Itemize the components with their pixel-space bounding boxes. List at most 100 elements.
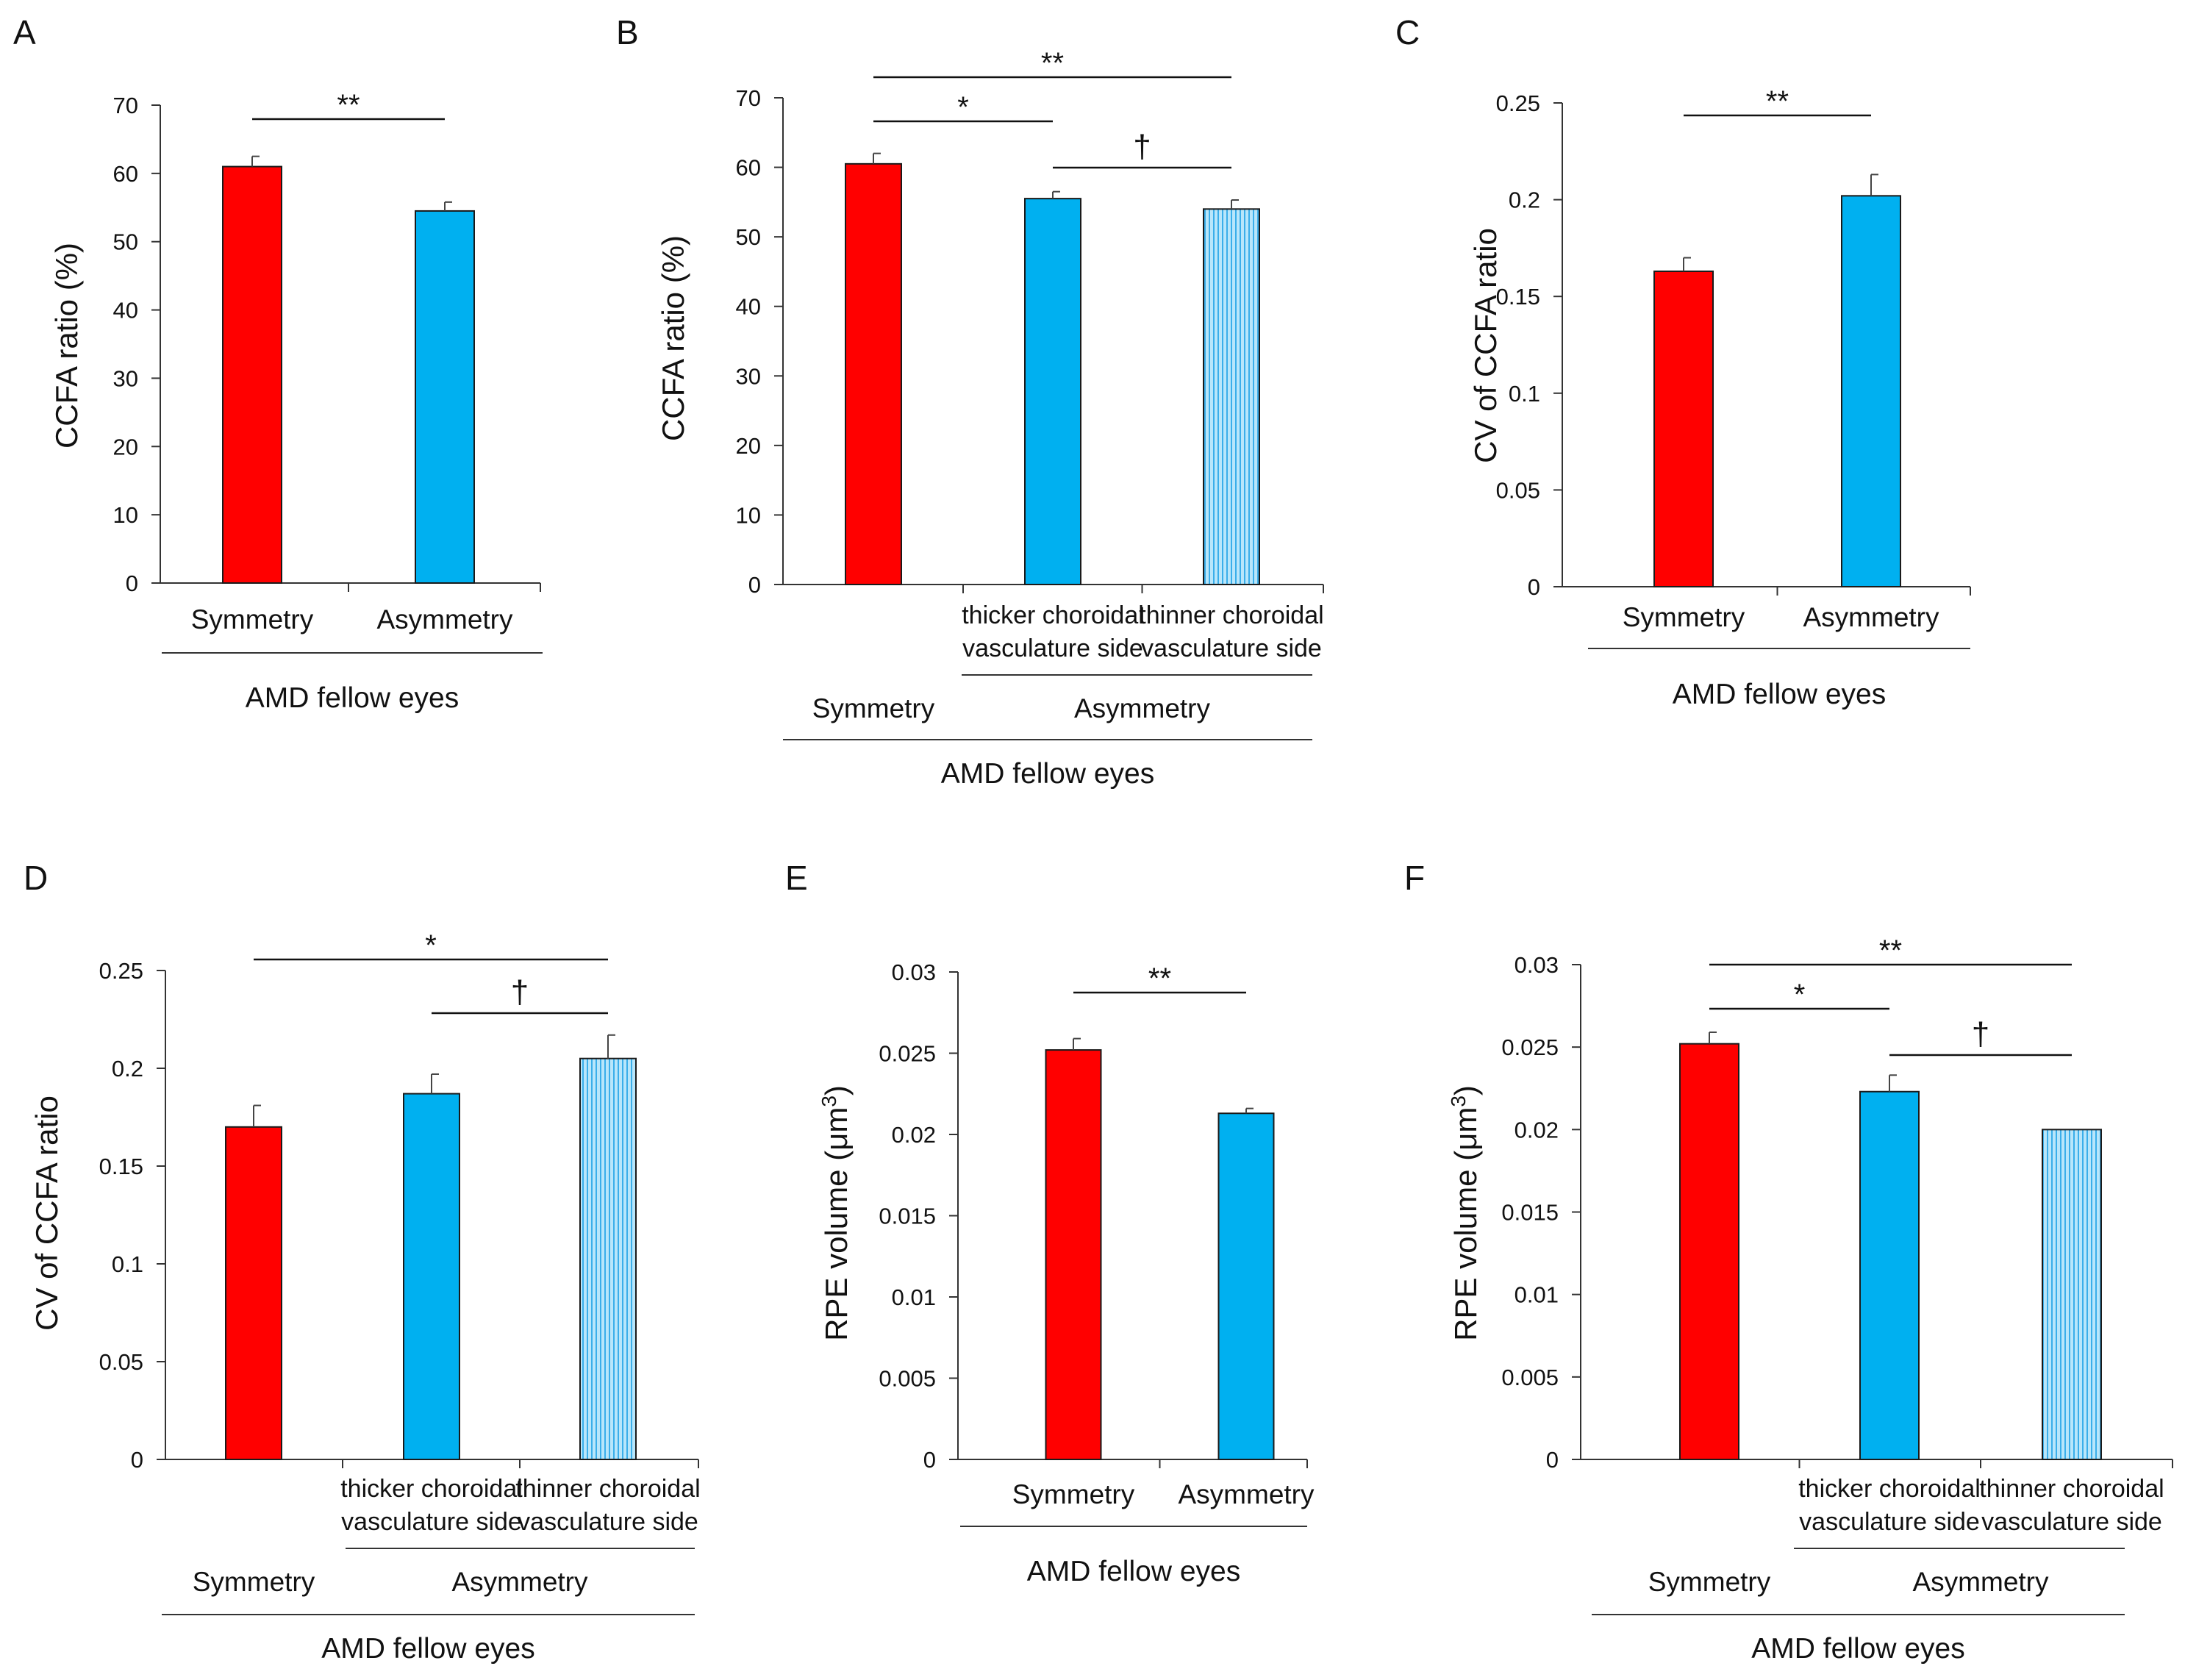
y-tick-label: 10 <box>113 502 138 528</box>
significance-label: * <box>957 91 969 124</box>
y-tick-label: 0.025 <box>879 1041 936 1067</box>
x-category-label: Symmetry <box>1012 1479 1135 1509</box>
x-category-label: thicker choroidal <box>1798 1475 1981 1503</box>
y-tick-label: 30 <box>736 363 761 389</box>
y-tick-label: 50 <box>736 224 761 250</box>
y-axis-label: RPE volume (μm3) <box>818 1085 854 1341</box>
y-tick-label: 50 <box>113 229 138 255</box>
bar-thinner <box>1203 208 1260 585</box>
group-label: AMD fellow eyes <box>1027 1556 1240 1587</box>
significance-label: ** <box>337 89 360 121</box>
panel-letter: E <box>785 859 808 897</box>
bar-thicker <box>1024 198 1081 585</box>
y-tick-label: 70 <box>113 93 138 118</box>
y-tick-label: 0.02 <box>892 1122 936 1148</box>
x-category-label: thicker choroidal <box>340 1475 523 1503</box>
y-tick-label: 0 <box>126 571 138 596</box>
y-axis-label: CCFA ratio (%) <box>656 235 690 441</box>
sub-group-label: Symmetry <box>812 693 935 723</box>
y-tick-label: 0.015 <box>879 1204 936 1229</box>
x-category-label: vasculature side <box>341 1508 522 1536</box>
bar-asymmetry <box>1841 195 1901 587</box>
bar-symmetry <box>845 162 902 586</box>
bar-thicker <box>1859 1090 1920 1461</box>
x-category-label: thinner choroidal <box>1979 1475 2164 1503</box>
y-tick-label: 0.005 <box>879 1366 936 1392</box>
x-category-label: thicker choroidal <box>962 601 1144 629</box>
bar-symmetry <box>1679 1043 1739 1461</box>
y-tick-label: 10 <box>736 502 761 528</box>
bar-asymmetry <box>415 210 475 584</box>
x-category-label: vasculature side <box>1981 1508 2162 1536</box>
sub-group-label: Symmetry <box>1648 1567 1771 1597</box>
significance-label: † <box>1972 1016 1989 1052</box>
y-tick-label: 0.1 <box>112 1251 143 1277</box>
bar-symmetry <box>225 1126 282 1461</box>
y-tick-label: 40 <box>736 294 761 320</box>
y-tick-label: 0.25 <box>99 958 143 984</box>
y-tick-label: 40 <box>113 298 138 324</box>
bar-thinner <box>579 1057 637 1460</box>
y-tick-label: 0 <box>1546 1447 1559 1473</box>
significance-label: ** <box>1148 962 1171 995</box>
significance-label: ** <box>1041 47 1064 79</box>
x-category-label: vasculature side <box>518 1508 698 1536</box>
bar-thinner <box>2042 1129 2102 1461</box>
y-tick-label: 70 <box>736 85 761 111</box>
y-axis-label: CCFA ratio (%) <box>49 243 84 448</box>
significance-label: ** <box>1766 85 1789 118</box>
group-label: AMD fellow eyes <box>941 758 1154 790</box>
y-tick-label: 0 <box>1528 574 1540 600</box>
panel-a: A 0 10 20 30 40 50 60 70 CCFA ratio (%) Symmetry As… <box>13 13 543 714</box>
x-category-label: Symmetry <box>191 604 314 635</box>
x-category-label: thinner choroidal <box>515 1475 700 1503</box>
x-category-label: Symmetry <box>1623 602 1745 632</box>
y-tick-label: 0.1 <box>1509 381 1540 407</box>
significance-label: * <box>425 929 437 962</box>
x-category-label: Asymmetry <box>1803 602 1940 632</box>
y-tick-label: 0.01 <box>1515 1282 1559 1308</box>
panel-b: B 0 10 20 30 40 50 60 70 CCFA ratio (%) thicker ch… <box>616 13 1324 790</box>
bar-asymmetry <box>1217 1112 1275 1461</box>
panel-e: E 0 0.005 0.01 0.015 0.02 0.025 0.03 RPE volume … <box>785 859 1315 1587</box>
y-tick-label: 0.015 <box>1501 1200 1559 1226</box>
bar-symmetry <box>222 165 282 585</box>
bar-symmetry <box>1045 1049 1102 1460</box>
x-category-label: thinner choroidal <box>1139 601 1323 629</box>
panel-letter: B <box>616 13 639 51</box>
x-category-label: Asymmetry <box>377 604 514 635</box>
y-tick-label: 0.15 <box>99 1154 143 1179</box>
significance-label: † <box>1133 129 1151 165</box>
y-axis-label: CV of CCFA ratio <box>29 1095 64 1331</box>
significance-label: * <box>1794 979 1806 1011</box>
y-tick-label: 0 <box>923 1447 936 1473</box>
x-category-label: vasculature side <box>962 635 1143 662</box>
y-tick-label: 0.025 <box>1501 1034 1559 1060</box>
y-tick-label: 0.02 <box>1515 1117 1559 1143</box>
panel-d: D 0 0.05 0.1 0.15 0.2 0.25 CV of CCFA ratio thic… <box>24 859 701 1665</box>
panel-letter: C <box>1395 13 1420 51</box>
y-tick-label: 30 <box>113 365 138 391</box>
group-label: AMD fellow eyes <box>1673 679 1886 710</box>
y-tick-label: 60 <box>113 161 138 187</box>
x-category-label: vasculature side <box>1141 635 1322 662</box>
sub-group-label: Asymmetry <box>1074 693 1211 723</box>
y-tick-label: 0 <box>131 1447 143 1473</box>
y-tick-label: 20 <box>113 434 138 460</box>
sub-group-label: Asymmetry <box>1913 1567 2050 1597</box>
y-tick-label: 0 <box>748 572 761 598</box>
y-tick-label: 0.15 <box>1496 284 1540 310</box>
panel-c: C 0 0.05 0.1 0.15 0.2 0.25 CV of CCFA ratio Symm… <box>1395 13 1971 710</box>
panel-letter: D <box>24 859 48 897</box>
y-tick-label: 0.05 <box>1496 477 1540 503</box>
y-tick-label: 0.05 <box>99 1349 143 1375</box>
y-tick-label: 0.01 <box>892 1284 936 1310</box>
group-label: AMD fellow eyes <box>246 682 459 714</box>
y-tick-label: 0.25 <box>1496 90 1540 116</box>
y-axis-label: CV of CCFA ratio <box>1468 228 1503 463</box>
y-tick-label: 0.03 <box>1515 952 1559 978</box>
y-axis-label: RPE volume (μm3) <box>1447 1085 1483 1341</box>
bar-symmetry <box>1653 270 1714 587</box>
x-category-label: vasculature side <box>1799 1508 1980 1536</box>
